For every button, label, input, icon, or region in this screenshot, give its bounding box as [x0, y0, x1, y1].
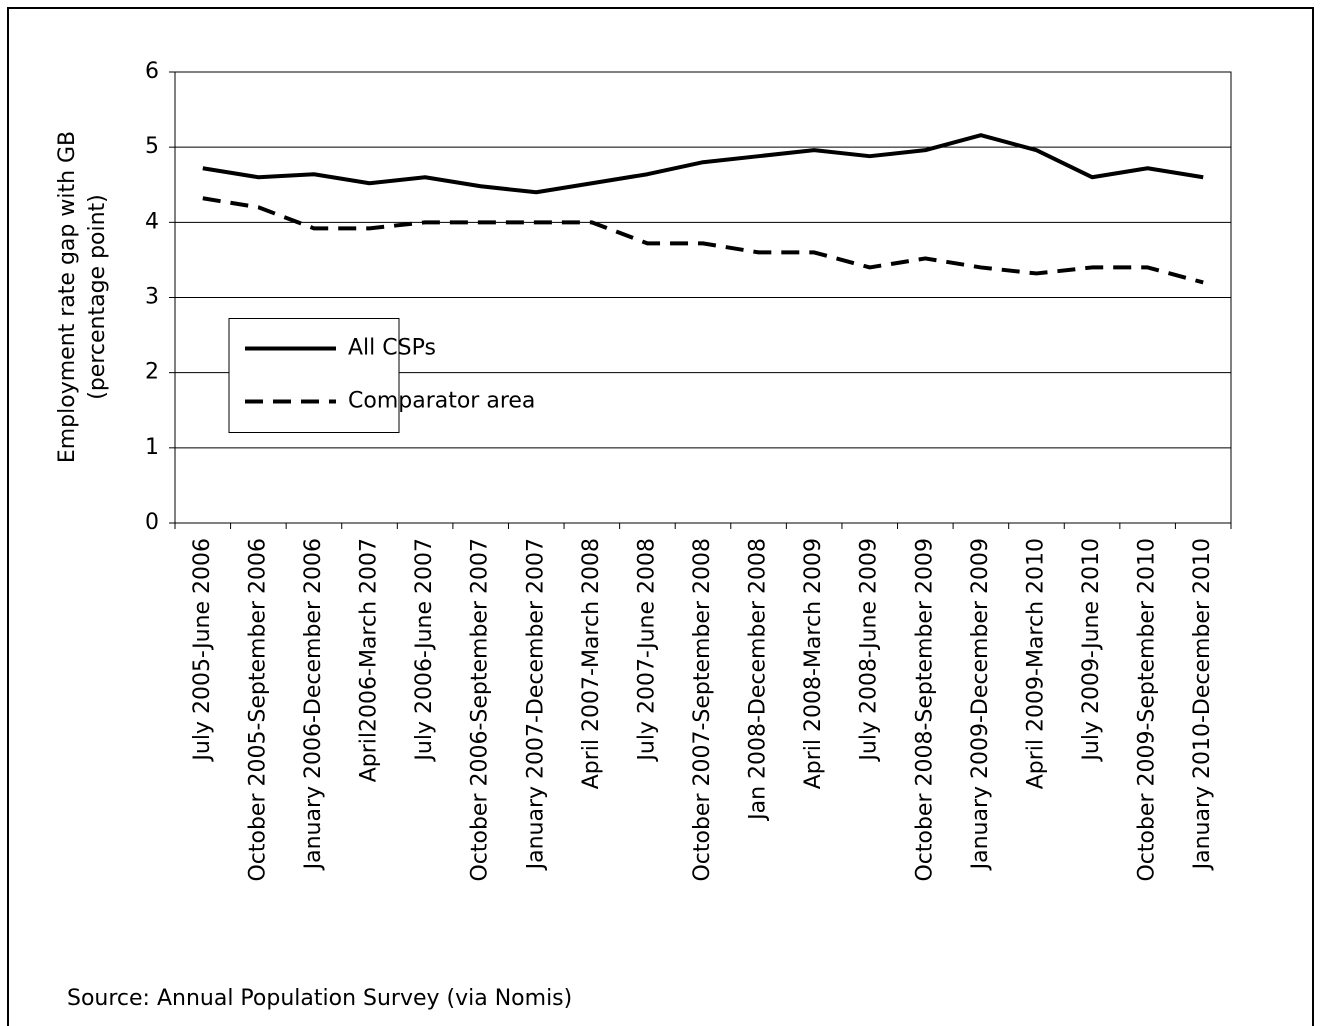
- legend-box: [228, 318, 400, 433]
- x-tick-label: April 2007-March 2008: [579, 538, 604, 789]
- frame: [7, 7, 1314, 1026]
- y-axis-label: (percentage point): [85, 194, 110, 400]
- y-tick-label: 3: [145, 285, 159, 310]
- y-tick-label: 1: [145, 435, 159, 460]
- y-tick-label: 4: [145, 209, 159, 234]
- source-note: Source: Annual Population Survey (via No…: [67, 986, 572, 1011]
- x-tick-label: July 2007-June 2008: [634, 538, 659, 763]
- x-tick-label: January 2006-December 2006: [301, 538, 326, 871]
- x-tick-label: Jan 2008-December 2008: [746, 538, 771, 822]
- x-tick-label: April2006-March 2007: [357, 538, 382, 782]
- x-tick-label: October 2008-September 2009: [912, 538, 937, 882]
- x-tick-label: October 2006-September 2007: [468, 538, 493, 882]
- y-tick-label: 6: [145, 59, 159, 84]
- x-tick-label: July 2009-June 2010: [1079, 538, 1104, 763]
- x-tick-label: January 2010-December 2010: [1190, 538, 1215, 871]
- x-tick-label: January 2009-December 2009: [968, 538, 993, 871]
- y-tick-label: 2: [145, 360, 159, 385]
- y-tick-label: 0: [145, 510, 159, 535]
- y-axis-label: Employment rate gap with GB: [55, 131, 80, 463]
- x-tick-label: January 2007-December 2007: [523, 538, 548, 871]
- series-line: [202, 196, 1204, 285]
- x-tick-label: July 2005-June 2006: [190, 538, 215, 763]
- x-tick-label: April 2009-March 2010: [1023, 538, 1048, 789]
- y-tick-label: 5: [145, 134, 159, 159]
- x-tick-label: July 2008-June 2009: [857, 538, 882, 763]
- legend-label: Comparator area: [348, 389, 535, 414]
- x-tick-label: April 2008-March 2009: [801, 538, 826, 789]
- x-tick-label: July 2006-June 2007: [412, 538, 437, 763]
- x-tick-label: October 2009-September 2010: [1135, 538, 1160, 882]
- x-tick-label: October 2005-September 2006: [245, 538, 270, 882]
- x-tick-label: October 2007-September 2008: [690, 538, 715, 882]
- series-line: [202, 133, 1204, 195]
- legend-label: All CSPs: [348, 336, 436, 361]
